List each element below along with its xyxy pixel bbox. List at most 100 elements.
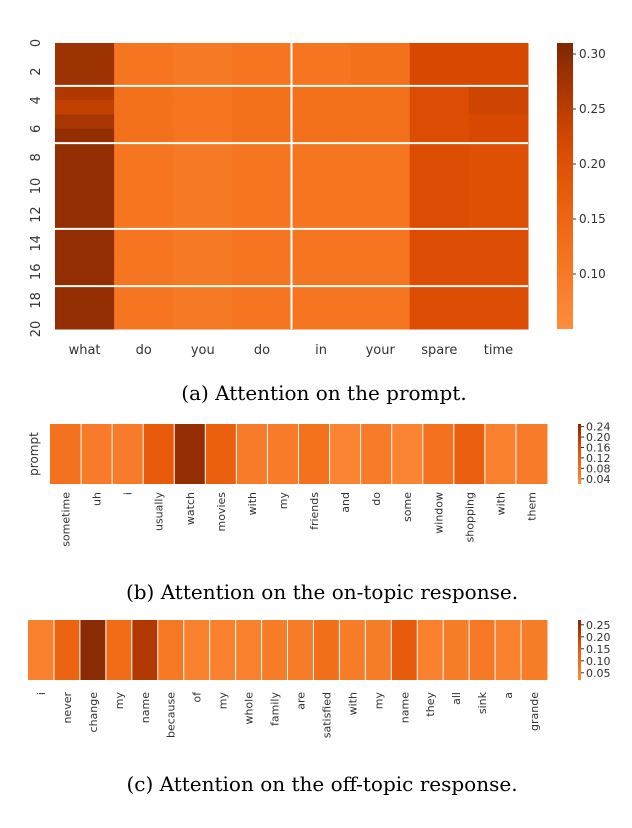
- heatmap-cell: [422, 424, 455, 484]
- heatmap-cell: [409, 43, 470, 58]
- heatmap-cell: [232, 200, 292, 216]
- heatmap-cell: [417, 620, 444, 680]
- heatmap-cell: [350, 71, 411, 87]
- heatmap-cell: [232, 43, 292, 58]
- heatmap-cell: [232, 271, 292, 287]
- heatmap-cell: [391, 620, 418, 680]
- heatmap-cell: [468, 271, 529, 287]
- heatmap-cell: [114, 186, 174, 201]
- x-tick-label: grande: [528, 692, 541, 731]
- x-tick-label: sink: [476, 691, 489, 714]
- heatmap-cell: [453, 424, 486, 484]
- heatmap-cell: [409, 114, 470, 130]
- heatmap-cell: [157, 620, 185, 680]
- heatmap-cell: [232, 286, 292, 301]
- heatmap-cell: [232, 314, 292, 330]
- heatmap-cell: [232, 128, 292, 144]
- heatmap-cell: [173, 100, 233, 115]
- heatmap-cell: [291, 157, 352, 173]
- heatmap-cell: [291, 128, 352, 144]
- colorbar: [557, 43, 573, 329]
- heatmap-cell: [55, 114, 115, 130]
- heatmap-cell: [469, 620, 496, 680]
- heatmap-cell: [232, 143, 292, 158]
- heatmap-cell: [468, 143, 529, 158]
- x-tick-label: family: [269, 692, 282, 726]
- heatmap-cell: [443, 620, 470, 680]
- heatmap-cell: [350, 243, 411, 258]
- heatmap-cell: [173, 286, 233, 301]
- x-tick-label: i: [122, 492, 135, 495]
- heatmap-cell: [114, 228, 174, 244]
- heatmap-cell: [409, 214, 470, 230]
- heatmap-cell: [350, 157, 411, 173]
- colorbar-tick-label: 0.30: [579, 47, 606, 61]
- heatmap-cell: [409, 171, 470, 187]
- heatmap-cell: [409, 271, 470, 287]
- heatmap-cell: [173, 114, 233, 130]
- heatmap-cell: [143, 424, 175, 484]
- heatmap-cell: [291, 114, 352, 130]
- heatmap-cell: [291, 286, 352, 301]
- heatmap-cell: [468, 214, 529, 230]
- heatmap-cell: [114, 314, 174, 330]
- heatmap-cell: [114, 157, 174, 173]
- heatmap-cell: [55, 214, 115, 230]
- heatmap-cell: [313, 620, 340, 680]
- heatmap-cell: [350, 43, 411, 58]
- heatmap-cell: [173, 57, 233, 73]
- heatmap-cell: [468, 114, 529, 130]
- heatmap-cell: [114, 71, 174, 87]
- heatmap-cell: [236, 424, 268, 484]
- y-tick-label: 14: [29, 235, 44, 252]
- heatmap-cell: [468, 85, 529, 101]
- x-tick-label: spare: [421, 343, 457, 358]
- heatmap-cell: [350, 128, 411, 144]
- heatmap-cell: [468, 243, 529, 258]
- heatmap-cell: [232, 300, 292, 316]
- heatmap-cell: [468, 128, 529, 144]
- heatmap-cell: [291, 200, 352, 216]
- x-tick-label: change: [87, 692, 100, 733]
- heatmap-cell: [291, 186, 352, 201]
- heatmap-cell: [291, 228, 352, 244]
- y-tick-label: 6: [29, 125, 44, 133]
- heatmap-cell: [55, 200, 115, 216]
- heatmap-cell: [55, 57, 115, 73]
- heatmap-cell: [114, 57, 174, 73]
- heatmap-cell: [409, 128, 470, 144]
- heatmap-cell: [291, 257, 352, 273]
- heatmap-cell: [350, 114, 411, 130]
- heatmap-cell: [55, 100, 115, 115]
- heatmap-cell: [173, 128, 233, 144]
- x-tick-label: your: [366, 343, 396, 358]
- heatmap-cell: [173, 157, 233, 173]
- heatmap-cell: [114, 100, 174, 115]
- heatmap-cell: [232, 114, 292, 130]
- heatmap-cell: [350, 228, 411, 244]
- heatmap-cell: [468, 286, 529, 301]
- heatmap-cell: [468, 300, 529, 316]
- caption-b: (b) Attention on the on-topic response.: [126, 580, 518, 604]
- heatmap-cell: [291, 100, 352, 115]
- x-tick-label: with: [346, 692, 359, 715]
- x-tick-label: window: [432, 492, 445, 534]
- y-tick-label: 20: [29, 321, 44, 338]
- heatmap-cell: [350, 100, 411, 115]
- heatmap-cell: [521, 620, 548, 680]
- colorbar-tick-label: 0.20: [579, 157, 606, 171]
- heatmap-cell: [55, 243, 115, 258]
- heatmap-cell: [114, 243, 174, 258]
- heatmap-cell: [81, 424, 113, 484]
- colorbar-tick-label: 0.05: [586, 667, 611, 680]
- heatmap-cell: [173, 85, 233, 101]
- y-tick-label: 2: [29, 67, 44, 75]
- heatmap-cell: [55, 143, 115, 158]
- colorbar-tick-label: 0.10: [579, 267, 606, 281]
- heatmap-cell: [468, 200, 529, 216]
- caption-a: (a) Attention on the prompt.: [181, 381, 466, 405]
- heatmap-cell: [409, 257, 470, 273]
- heatmap-cell: [55, 300, 115, 316]
- heatmap-cell: [468, 171, 529, 187]
- heatmap-cell: [468, 43, 529, 58]
